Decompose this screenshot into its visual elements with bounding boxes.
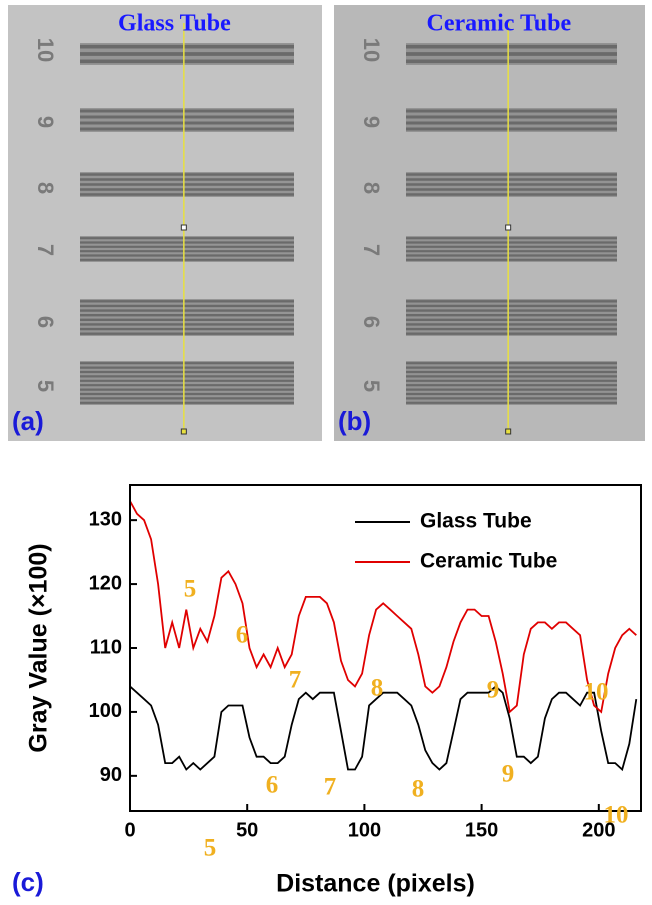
handle <box>505 224 512 231</box>
group-number: 10 <box>33 38 58 62</box>
group-annotation: 9 <box>487 677 500 704</box>
y-axis-title: Gray Value (×100) <box>25 543 53 752</box>
group-number: 8 <box>359 182 384 194</box>
series-line <box>130 500 637 714</box>
group-number: 7 <box>33 244 58 256</box>
panel-label: (c) <box>12 867 44 897</box>
x-axis-title: Distance (pixels) <box>276 870 475 898</box>
x-tick-label: 50 <box>236 819 258 841</box>
y-tick-label: 130 <box>89 508 122 530</box>
group-annotation: 6 <box>266 772 279 799</box>
handle <box>505 428 512 435</box>
group-annotation: 10 <box>584 679 609 706</box>
bar-group <box>406 236 617 262</box>
y-tick-label: 100 <box>89 700 122 722</box>
group-annotation: 10 <box>604 802 629 829</box>
legend-label: Glass Tube <box>420 510 532 533</box>
group-number: 8 <box>33 182 58 194</box>
y-tick-label: 110 <box>90 636 122 658</box>
series-line <box>130 685 638 772</box>
bar-group <box>80 299 294 336</box>
group-annotation: 8 <box>371 675 384 702</box>
x-tick-label: 150 <box>465 819 498 841</box>
bar-group <box>406 299 617 336</box>
y-tick-label: 90 <box>100 764 122 786</box>
group-annotation: 9 <box>502 761 515 788</box>
group-number: 9 <box>33 116 58 128</box>
group-number: 6 <box>359 316 384 328</box>
bar-group <box>80 236 294 262</box>
group-number: 9 <box>359 116 384 128</box>
group-number: 7 <box>359 244 384 256</box>
panel-title: Glass Tube <box>118 11 231 37</box>
panel-label: (b) <box>338 406 371 436</box>
group-number: 6 <box>33 316 58 328</box>
group-annotation: 5 <box>204 835 217 862</box>
handle <box>180 428 187 435</box>
x-tick-label: 200 <box>582 819 615 841</box>
group-annotation: 7 <box>324 774 337 801</box>
group-annotation: 8 <box>412 776 425 803</box>
group-annotation: 7 <box>289 667 302 694</box>
plot-frame <box>129 484 642 812</box>
legend-label: Ceramic Tube <box>420 550 557 573</box>
panel-label: (a) <box>12 406 44 436</box>
group-annotation: 6 <box>236 622 249 649</box>
group-annotation: 5 <box>184 576 197 603</box>
group-number: 10 <box>359 38 384 62</box>
handle <box>180 224 187 231</box>
x-tick-label: 100 <box>348 819 381 841</box>
panel-title: Ceramic Tube <box>426 11 571 37</box>
group-number: 5 <box>33 380 58 392</box>
x-tick-label: 0 <box>124 819 135 841</box>
group-number: 5 <box>359 380 384 392</box>
y-tick-label: 120 <box>89 572 122 594</box>
